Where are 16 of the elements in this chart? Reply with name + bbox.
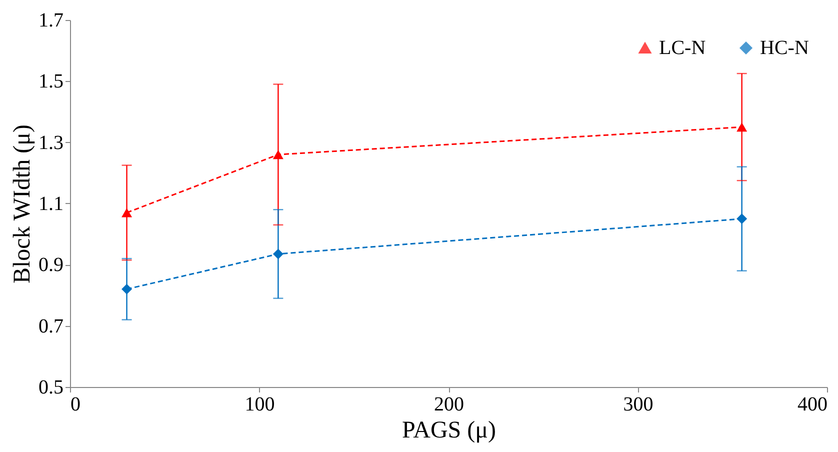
- x-axis-title: PAGS (μ): [402, 418, 496, 444]
- y-tick-label: 0.5: [38, 376, 64, 398]
- x-tick-label: 0: [70, 394, 80, 416]
- y-tick-label: 1.5: [38, 70, 64, 93]
- x-tick-label: 300: [623, 394, 654, 416]
- x-tick-label: 400: [798, 394, 828, 416]
- y-tick-label: 1.7: [38, 10, 64, 32]
- y-tick-label: 1.3: [38, 132, 64, 154]
- x-tick-label: 100: [244, 394, 275, 416]
- y-tick-label: 0.9: [38, 254, 64, 276]
- y-axis-title: Block WIdth (μ): [10, 124, 36, 284]
- legend-label: LC-N: [659, 37, 706, 59]
- legend-label: HC-N: [760, 37, 809, 59]
- y-tick-label: 0.7: [38, 315, 64, 338]
- x-tick-label: 200: [434, 394, 464, 416]
- y-tick-label: 1.1: [38, 193, 64, 215]
